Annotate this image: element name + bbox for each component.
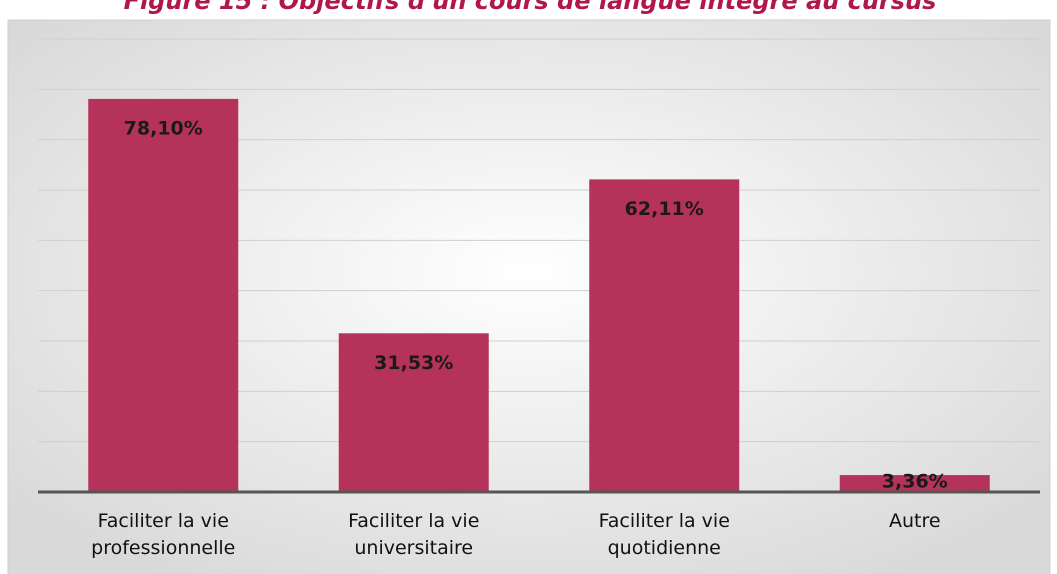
x-tick-label: Autre (888, 510, 941, 532)
data-label: 62,11% (625, 198, 704, 220)
bar (839, 475, 990, 492)
data-label: 78,10% (124, 117, 203, 139)
chart-title: Figure 15 : Objectifs d'un cours de lang… (124, 0, 937, 15)
x-tick-label: Faciliter la vie quotidienne (598, 510, 730, 559)
x-tick-label: Faciliter la vie professionnelle (91, 510, 236, 559)
bar (589, 179, 740, 492)
data-label: 31,53% (374, 352, 453, 374)
bar (88, 98, 239, 492)
bar (338, 333, 489, 492)
data-label: 3,36% (882, 471, 948, 493)
x-tick-label: Faciliter la vie universitaire (348, 510, 480, 559)
